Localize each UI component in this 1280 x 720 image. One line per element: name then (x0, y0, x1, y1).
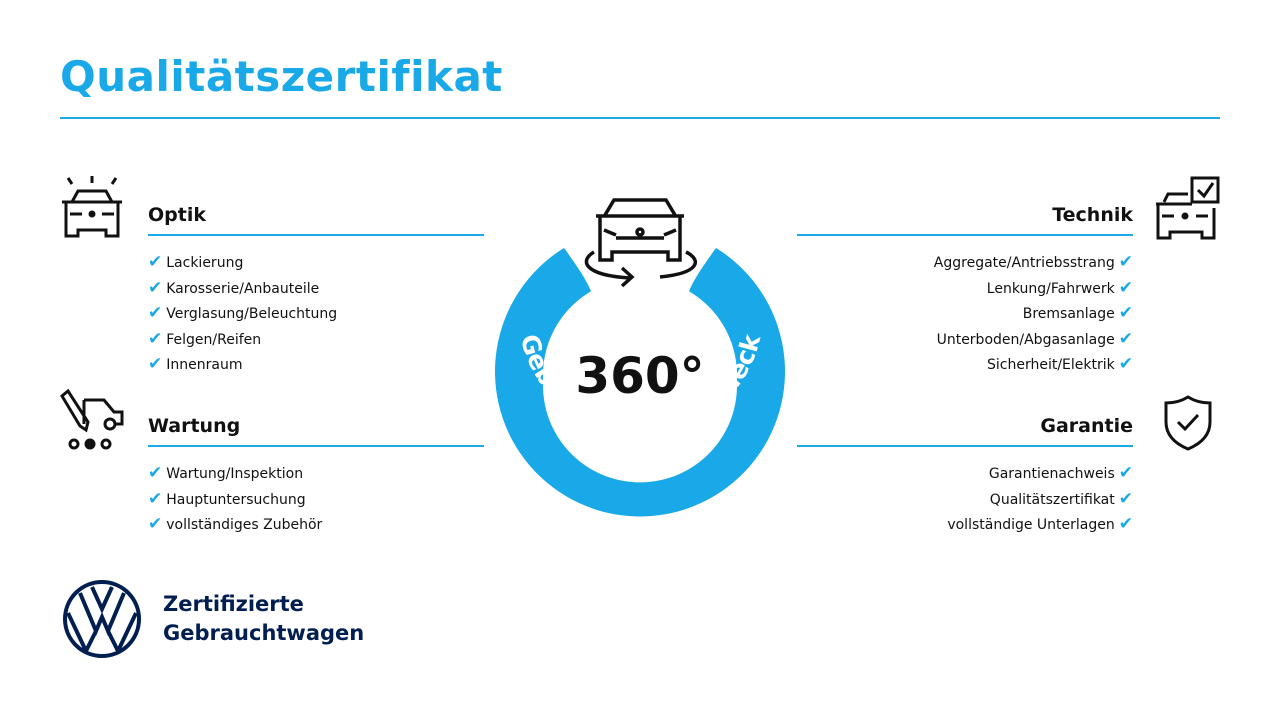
check-icon: ✔ (1118, 354, 1133, 374)
page-title: Qualitätszertifikat (60, 52, 503, 101)
list-item: ✔ Verglasung/Beleuchtung (148, 303, 338, 323)
section-divider (797, 445, 1133, 447)
list-item: Aggregate/Antriebsstrang ✔ (933, 252, 1133, 272)
check-icon: ✔ (148, 277, 163, 298)
check-icon: ✔ (1118, 277, 1133, 298)
section-heading: Optik (148, 204, 206, 226)
footer-brand-text: Zertifizierte Gebrauchtwagen (163, 592, 365, 645)
check-icon: ✔ (148, 488, 163, 509)
section-heading: Wartung (148, 415, 241, 437)
list-item: Unterboden/Abgasanlage ✔ (936, 328, 1133, 349)
check-icon: ✔ (1118, 303, 1133, 323)
section-divider (148, 445, 484, 447)
list-item: ✔ Innenraum (148, 354, 243, 374)
section-divider (797, 234, 1133, 236)
section-optik: Optik ✔ Lackierung ✔ Karosserie/Anbauteile… (148, 204, 484, 378)
check-badge: Gebrauchtwagen-Check 360° (495, 198, 785, 517)
list-item: Sicherheit/Elektrik ✔ (987, 354, 1133, 374)
list-item: Garantienachweis ✔ (988, 463, 1133, 483)
list-item: ✔ Felgen/Reifen (148, 328, 262, 349)
section-divider (148, 234, 484, 236)
car-rotate-icon (584, 198, 697, 288)
shield-check-icon (1164, 395, 1212, 451)
check-icon: ✔ (1118, 463, 1133, 483)
section-wartung: Wartung ✔ Wartung/Inspektion ✔ Hauptunters… (148, 415, 484, 538)
check-icon: ✔ (1118, 514, 1133, 534)
section-technik: Technik Aggregate/Antriebsstrang ✔ Lenkun… (797, 204, 1133, 378)
list-item: ✔ vollständiges Zubehör (148, 514, 323, 534)
check-icon: ✔ (1118, 252, 1133, 272)
vw-logo (63, 580, 141, 658)
car-lights-icon (62, 176, 122, 238)
check-icon: ✔ (148, 252, 163, 272)
list-item: Qualitätszertifikat ✔ (989, 488, 1133, 509)
list-item: Bremsanlage ✔ (1022, 303, 1133, 323)
section-garantie: Garantie Garantienachweis ✔ Qualitätszert… (797, 415, 1133, 538)
list-item: ✔ Lackierung (148, 252, 244, 272)
list-item: Lenkung/Fahrwerk ✔ (986, 277, 1133, 298)
badge-value: 360° (575, 347, 704, 405)
check-icon: ✔ (1118, 488, 1133, 509)
check-icon: ✔ (1118, 328, 1133, 349)
list-item: vollständige Unterlagen ✔ (947, 514, 1133, 534)
list-item: ✔ Hauptuntersuchung (148, 488, 306, 509)
title-divider (60, 117, 1220, 119)
car-service-icon (60, 388, 124, 450)
section-heading: Garantie (1040, 415, 1133, 437)
list-item: ✔ Karosserie/Anbauteile (148, 277, 320, 298)
check-icon: ✔ (148, 328, 163, 349)
check-icon: ✔ (148, 303, 163, 323)
section-heading: Technik (1052, 204, 1133, 226)
check-icon: ✔ (148, 514, 163, 534)
list-item: ✔ Wartung/Inspektion (148, 463, 304, 483)
car-checkbox-icon (1156, 176, 1220, 240)
check-icon: ✔ (148, 354, 163, 374)
check-icon: ✔ (148, 463, 163, 483)
